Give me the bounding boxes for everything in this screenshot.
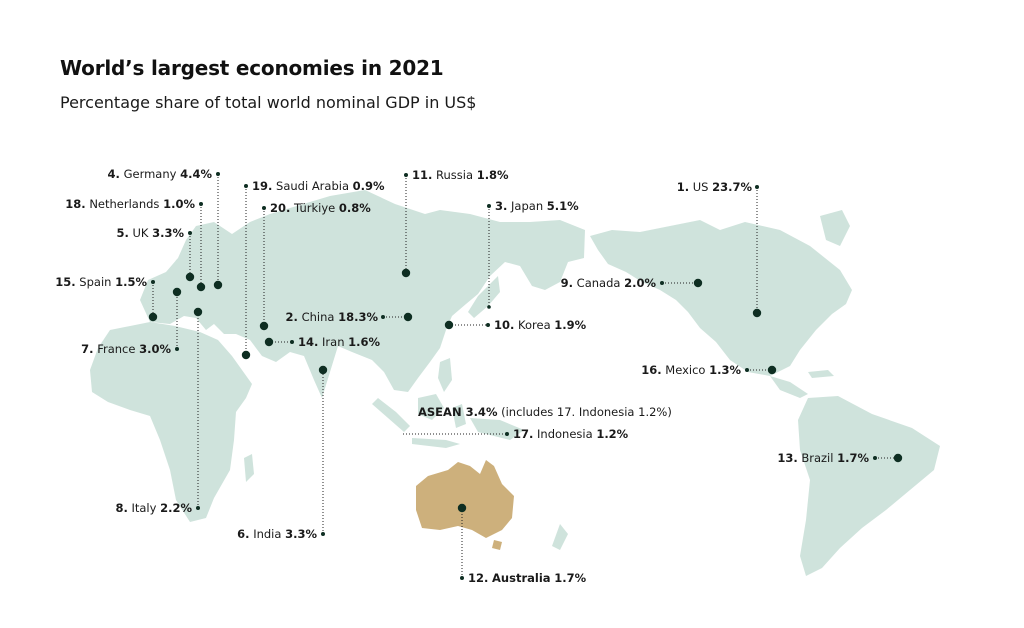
marker-mexico: [767, 365, 777, 375]
label-canada: 9. Canada 2.0%: [561, 276, 657, 290]
label-iran: 14. Iran 1.6%: [298, 335, 381, 349]
label-mexico: 16. Mexico 1.3%: [641, 363, 741, 377]
marker-italy: [193, 307, 203, 317]
marker-uk: [185, 272, 195, 282]
borneo-landmass: [418, 394, 444, 420]
new-guinea-landmass: [470, 418, 524, 440]
australia-landmass: [416, 460, 514, 538]
south-america-landmass: [798, 396, 940, 576]
new-zealand-landmass: [552, 524, 568, 550]
north-america-landmass: [590, 220, 852, 376]
marker-australia: [457, 503, 467, 513]
country-labels: 1. US 23.7% 2. China 18.3% 3. Japan 5.1%…: [55, 167, 869, 585]
landmasses: [90, 190, 940, 576]
label-china: 2. China 18.3%: [286, 310, 379, 324]
label-us: 1. US 23.7%: [677, 180, 753, 194]
label-brazil: 13. Brazil 1.7%: [777, 451, 869, 465]
sulawesi-landmass: [452, 404, 466, 428]
marker-india: [318, 365, 328, 375]
page-title: World’s largest economies in 2021: [60, 56, 444, 80]
label-netherlands: 18. Netherlands 1.0%: [65, 197, 195, 211]
label-korea: 10. Korea 1.9%: [494, 318, 587, 332]
label-indonesia: 17. Indonesia 1.2%: [513, 427, 629, 441]
marker-iran: [264, 337, 274, 347]
label-india: 6. India 3.3%: [237, 527, 317, 541]
marker-netherlands: [196, 282, 206, 292]
africa-landmass: [90, 322, 252, 522]
label-australia: 12. Australia 1.7%: [468, 571, 587, 585]
japan-landmass: [468, 276, 500, 318]
label-russia: 11. Russia 1.8%: [412, 168, 509, 182]
label-uk: 5. UK 3.3%: [116, 226, 184, 240]
marker-spain: [148, 312, 158, 322]
label-germany: 4. Germany 4.4%: [108, 167, 213, 181]
marker-korea: [444, 320, 454, 330]
label-france: 7. France 3.0%: [81, 342, 171, 356]
sumatra-landmass: [372, 398, 410, 432]
caribbean-landmass: [808, 370, 834, 378]
marker-russia: [401, 268, 411, 278]
label-italy: 8. Italy 2.2%: [115, 501, 192, 515]
label-spain: 15. Spain 1.5%: [55, 275, 147, 289]
marker-germany: [213, 280, 223, 290]
java-landmass: [412, 438, 460, 448]
british-isles-landmass: [172, 254, 190, 282]
label-saudi-arabia: 19. Saudi Arabia 0.9%: [252, 179, 385, 193]
country-markers: [148, 268, 903, 513]
label-dots: [151, 172, 877, 580]
page-subtitle: Percentage share of total world nominal …: [60, 93, 477, 112]
central-america-landmass: [770, 376, 808, 398]
eurasia-landmass: [140, 190, 585, 398]
marker-brazil: [893, 453, 903, 463]
marker-saudi-arabia: [241, 350, 251, 360]
greenland-landmass: [820, 210, 850, 246]
marker-canada: [693, 278, 703, 288]
marker-japan: [487, 305, 491, 309]
philippines-landmass: [438, 358, 452, 392]
marker-china: [403, 312, 413, 322]
madagascar-landmass: [244, 454, 254, 482]
marker-us: [752, 308, 762, 318]
label-turkiye: 20. Türkiye 0.8%: [270, 201, 371, 215]
marker-france: [172, 287, 182, 297]
marker-turkiye: [259, 321, 269, 331]
label-japan: 3. Japan 5.1%: [495, 199, 579, 213]
label-asean: ASEAN 3.4% (includes 17. Indonesia 1.2%): [418, 405, 672, 419]
tasmania-landmass: [492, 540, 502, 550]
